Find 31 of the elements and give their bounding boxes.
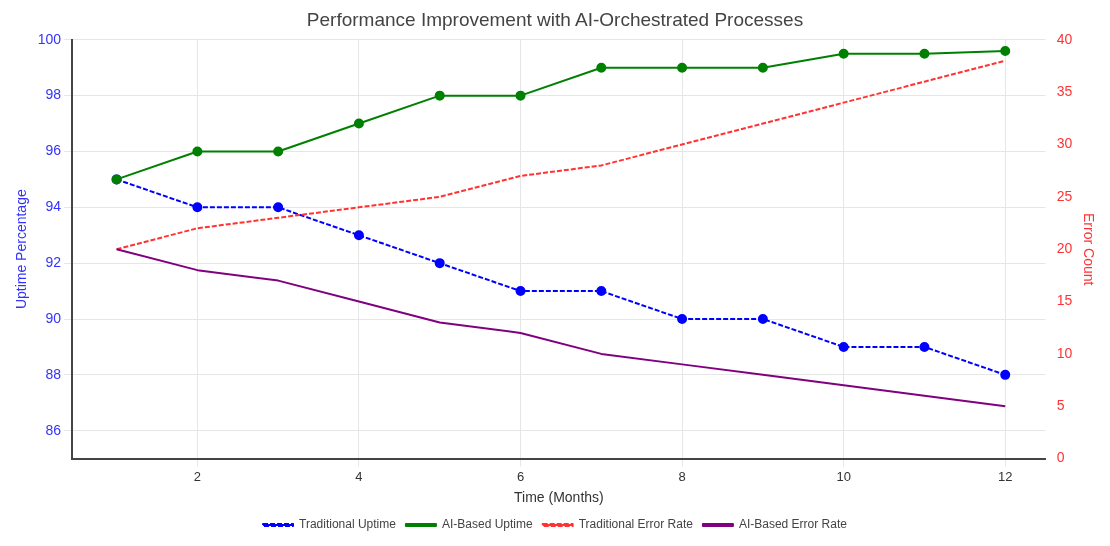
y2-tick-label: 20 (1056, 240, 1073, 257)
y2-tick-label: 10 (1056, 344, 1073, 361)
chart-title: Performance Improvement with AI-Orchestrated Processes (306, 8, 804, 30)
y2-tick-label: 5 (1056, 397, 1065, 414)
legend-label: Traditional Error Rate (578, 517, 694, 532)
x-tick-label: 6 (516, 468, 525, 484)
x-tick-label: 10 (836, 468, 851, 484)
legend-label: AI-Based Uptime (441, 517, 533, 532)
legend-label: AI-Based Error Rate (738, 517, 848, 532)
y-tick-label: 96 (45, 142, 62, 159)
y2-tick-label: 40 (1056, 30, 1073, 47)
y-tick-label: 92 (45, 254, 62, 271)
y2-axis-title: Error Count (1080, 213, 1097, 286)
y2-tick-label: 15 (1056, 292, 1073, 309)
y2-tick-label: 0 (1056, 449, 1065, 466)
y2-tick-label: 30 (1056, 135, 1073, 152)
x-tick-label: 8 (678, 468, 686, 484)
y-tick-label: 98 (45, 86, 62, 103)
y-tick-label: 88 (45, 365, 62, 382)
x-tick-label: 4 (355, 468, 363, 484)
y-axis-title: Uptime Percentage (13, 189, 30, 310)
y-tick-label: 90 (45, 309, 62, 326)
x-tick-label: 12 (998, 468, 1013, 484)
y2-tick-label: 35 (1056, 83, 1073, 100)
x-tick-label: 2 (193, 468, 201, 484)
y-tick-label: 100 (37, 30, 62, 47)
y-tick-label: 86 (45, 421, 62, 438)
y2-tick-label: 25 (1056, 187, 1073, 204)
x-axis-title: Time (Months) (514, 489, 604, 506)
y-tick-label: 94 (45, 198, 62, 215)
legend-label: Traditional Uptime (299, 517, 397, 532)
